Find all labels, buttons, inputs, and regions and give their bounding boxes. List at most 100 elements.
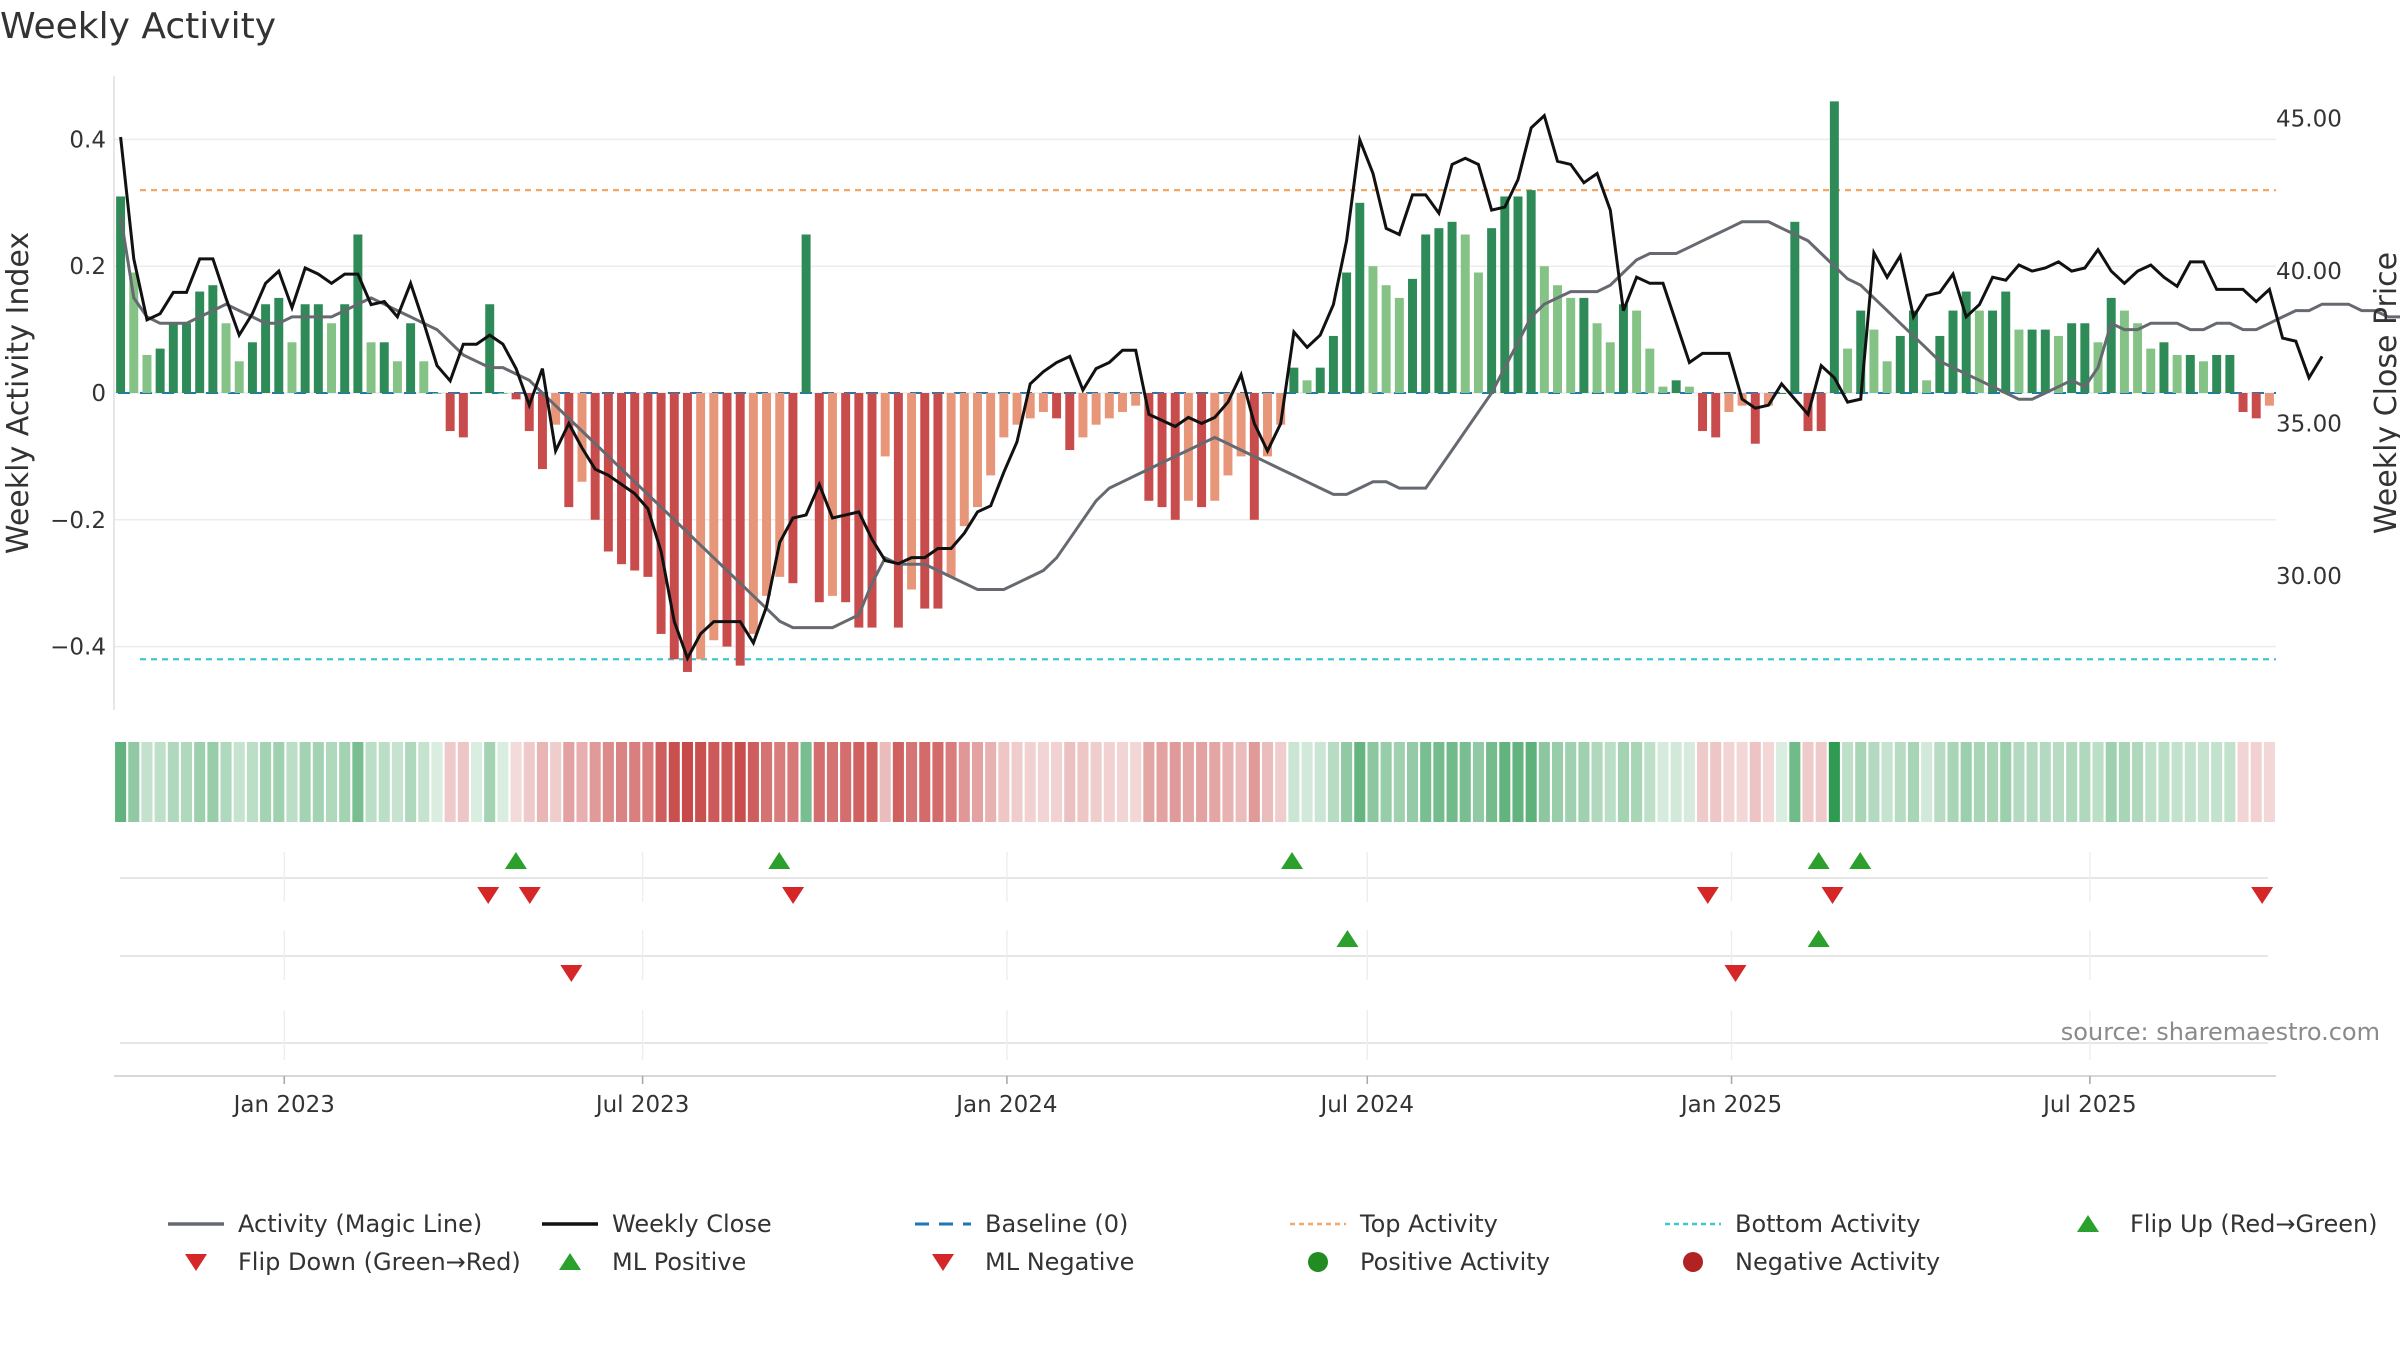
activity-strip-cell	[1222, 742, 1234, 822]
activity-strip-cell	[2013, 742, 2025, 822]
activity-strip-cell	[391, 742, 403, 822]
activity-bar	[867, 393, 877, 628]
legend-swatch-circle	[1683, 1252, 1703, 1272]
activity-bar	[880, 393, 890, 457]
x-tick-label: Jan 2024	[954, 1092, 1057, 1118]
legend-item: Top Activity	[1290, 1210, 1498, 1238]
activity-strip-cell	[734, 742, 746, 822]
activity-bar	[419, 361, 429, 393]
legend-swatch-triangle-up	[559, 1253, 581, 1270]
activity-strip-cell	[919, 742, 931, 822]
y2-tick-label: 40.00	[2276, 259, 2342, 285]
activity-bar	[247, 342, 257, 393]
activity-bar	[274, 297, 284, 393]
activity-strip-cell	[2171, 742, 2183, 822]
activity-strip-cell	[1670, 742, 1682, 822]
activity-strip	[115, 742, 2275, 822]
activity-bar	[1302, 380, 1312, 393]
activity-strip-cell	[1064, 742, 1076, 822]
legend: Activity (Magic Line) Weekly Close Baselin…	[168, 1210, 2378, 1276]
activity-bar	[1974, 310, 1984, 393]
activity-bar	[1579, 297, 1589, 393]
activity-bar	[537, 393, 547, 470]
legend-swatch-circle	[1308, 1252, 1328, 1272]
legend-label: Top Activity	[1359, 1210, 1498, 1238]
flip-down-marker	[1696, 887, 1719, 904]
activity-bar	[907, 393, 917, 590]
activity-strip-cell	[260, 742, 272, 822]
activity-bar	[1605, 342, 1615, 393]
flip-up-marker	[1807, 852, 1830, 869]
flip-down-marker	[477, 887, 500, 904]
activity-strip-cell	[1868, 742, 1880, 822]
activity-strip-cell	[1459, 742, 1471, 822]
activity-bar	[2159, 342, 2169, 393]
activity-strip-cell	[1736, 742, 1748, 822]
activity-strip-cell	[115, 742, 127, 822]
activity-strip-cell	[576, 742, 588, 822]
activity-strip-cell	[444, 742, 456, 822]
activity-bar	[1434, 228, 1444, 393]
activity-strip-cell	[2250, 742, 2262, 822]
activity-strip-cell	[220, 742, 232, 822]
activity-strip-cell	[1789, 742, 1801, 822]
activity-strip-cell	[1683, 742, 1695, 822]
activity-strip-cell	[708, 742, 720, 822]
activity-bar	[748, 393, 758, 634]
flip-up-marker	[1849, 852, 1872, 869]
legend-item: Positive Activity	[1308, 1248, 1550, 1276]
y-tick-label: 0	[91, 381, 106, 407]
legend-label: Activity (Magic Line)	[238, 1210, 482, 1238]
activity-strip-cell	[1881, 742, 1893, 822]
activity-strip-cell	[154, 742, 166, 822]
activity-strip-cell	[2132, 742, 2144, 822]
activity-bar	[1447, 221, 1457, 393]
activity-strip-cell	[325, 742, 338, 822]
activity-strip-cell	[207, 742, 219, 822]
activity-strip-cell	[1024, 742, 1036, 822]
magic-line	[119, 215, 2400, 630]
activity-bar	[1566, 297, 1576, 393]
activity-strip-cell	[1116, 742, 1129, 822]
activity-strip-cell	[550, 742, 562, 822]
activity-bar	[1236, 393, 1246, 457]
activity-strip-cell	[405, 742, 417, 822]
activity-bar	[1381, 285, 1391, 393]
activity-bar	[458, 393, 468, 438]
activity-strip-cell	[1380, 742, 1392, 822]
activity-bar	[287, 342, 297, 393]
activity-strip-cell	[431, 742, 443, 822]
activity-strip-cell	[2052, 742, 2065, 822]
activity-bar	[1065, 393, 1075, 451]
activity-bar	[1711, 393, 1721, 438]
activity-strip-cell	[299, 742, 311, 822]
activity-strip-cell	[1710, 742, 1722, 822]
activity-strip-cell	[1565, 742, 1577, 822]
activity-bar	[1816, 393, 1826, 432]
legend-swatch-triangle-down	[932, 1254, 954, 1271]
activity-strip-cell	[536, 742, 548, 822]
activity-strip-cell	[971, 742, 984, 822]
legend-item: Bottom Activity	[1665, 1210, 1920, 1238]
activity-strip-cell	[2158, 742, 2170, 822]
activity-bar	[1988, 310, 1998, 393]
activity-bar	[182, 323, 191, 393]
series-lines	[119, 112, 2400, 662]
activity-bar	[2106, 297, 2116, 393]
activity-strip-cell	[813, 742, 825, 822]
activity-bar	[1777, 393, 1787, 394]
y2-tick-label: 45.00	[2276, 107, 2342, 133]
activity-bar	[1790, 221, 1800, 393]
activity-bar	[1355, 202, 1365, 393]
y-axis-title: Weekly Activity Index	[1, 232, 36, 554]
activity-strip-cell	[167, 742, 179, 822]
legend-item: Weekly Close	[542, 1210, 772, 1238]
activity-bar	[709, 393, 719, 641]
activity-strip-cell	[1327, 742, 1339, 822]
legend-item: Negative Activity	[1683, 1248, 1940, 1276]
activity-strip-cell	[747, 742, 759, 822]
activity-bar	[2133, 323, 2143, 393]
activity-bar	[445, 393, 455, 432]
activity-bar	[986, 393, 996, 476]
activity-bar	[1210, 393, 1220, 501]
